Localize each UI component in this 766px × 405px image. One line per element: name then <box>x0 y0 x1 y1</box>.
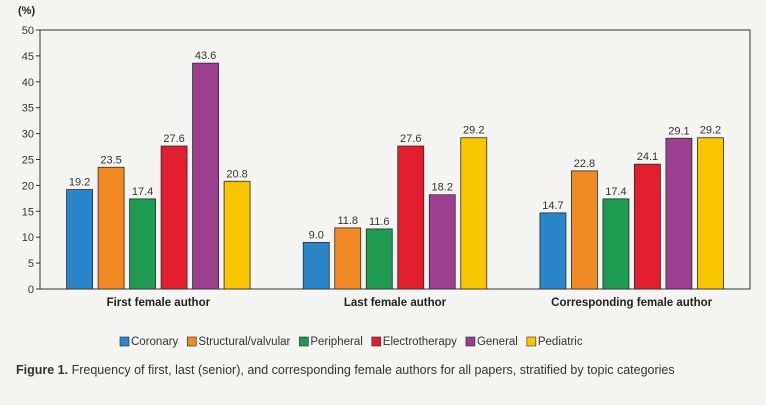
y-tick-label: 35 <box>22 103 34 115</box>
legend-swatch <box>119 336 130 347</box>
legend-label: Electrotherapy <box>383 336 457 348</box>
bar-value-label: 18.2 <box>432 182 453 194</box>
legend-label: Coronary <box>131 336 179 348</box>
bar <box>192 62 219 290</box>
bar-value-label: 20.8 <box>226 168 247 180</box>
legend-label: Structural/valvular <box>198 336 290 348</box>
legend-label: Peripheral <box>310 336 362 348</box>
bar <box>697 137 724 290</box>
legend-swatch <box>299 336 309 347</box>
bar <box>160 145 188 290</box>
bar-value-label: 24.1 <box>637 151 658 163</box>
bar <box>66 189 93 290</box>
legend-swatch <box>187 336 197 347</box>
y-tick-label: 25 <box>22 155 34 167</box>
bar <box>129 198 156 290</box>
y-tick-label: 40 <box>22 77 34 89</box>
y-tick-label: 15 <box>22 206 34 218</box>
y-tick-label: 45 <box>22 51 34 63</box>
bar-value-label: 27.6 <box>400 133 421 145</box>
bar <box>634 163 661 290</box>
bar-value-label: 22.8 <box>574 158 595 170</box>
bar-value-label: 11.6 <box>369 216 390 228</box>
bar <box>665 137 693 290</box>
bar-value-label: 23.5 <box>100 154 121 166</box>
bar <box>223 180 251 290</box>
figure-caption-text: Frequency of first, last (senior), and c… <box>68 363 675 377</box>
bar-value-label: 27.6 <box>163 133 184 145</box>
bar <box>460 137 488 290</box>
bar-value-label: 29.2 <box>463 125 484 137</box>
bars: 19.2 23.5 17.4 27.6 43.6 20.8 9.0 11.8 11.6 27.6 1… <box>66 50 724 290</box>
figure-caption-label: Figure 1. <box>16 363 69 377</box>
legend: Coronary Structural/valvular Peripheral Ele… <box>119 336 583 348</box>
bar <box>428 194 456 290</box>
bar <box>539 212 567 290</box>
y-tick-label: 50 <box>22 25 34 37</box>
legend-label: Pediatric <box>538 336 583 348</box>
bar <box>397 145 425 290</box>
axes: 0 5 10 15 20 25 30 35 40 45 50 <box>22 25 751 296</box>
bar <box>302 241 330 290</box>
y-tick-label: 5 <box>28 258 34 270</box>
bar-value-label: 29.2 <box>700 125 721 137</box>
bar-value-label: 11.8 <box>337 215 358 227</box>
figure-caption: Figure 1. Frequency of first, last (seni… <box>16 362 756 379</box>
category-label: First female author <box>107 297 211 309</box>
legend-swatch <box>371 336 382 347</box>
bar <box>365 228 393 290</box>
legend-label: General <box>477 336 518 348</box>
y-tick-label: 20 <box>22 180 34 192</box>
bar-value-label: 29.1 <box>668 125 689 137</box>
bar-value-label: 17.4 <box>605 186 626 198</box>
legend-swatch <box>465 336 476 347</box>
bar-value-label: 19.2 <box>69 177 90 189</box>
y-axis-unit-label: (%) <box>18 5 35 17</box>
category-labels: First female author Last female author Cor… <box>107 297 713 309</box>
y-tick-label: 30 <box>22 129 34 141</box>
bar-value-label: 17.4 <box>132 186 153 198</box>
bar <box>97 166 125 290</box>
bar-value-label: 14.7 <box>542 200 563 212</box>
legend-swatch <box>526 336 537 347</box>
bar <box>334 227 362 290</box>
category-label: Corresponding female author <box>551 297 713 309</box>
bar <box>571 170 598 290</box>
bar <box>602 198 630 290</box>
y-tick-label: 10 <box>22 232 34 244</box>
bar-value-label: 43.6 <box>195 50 216 62</box>
category-label: Last female author <box>344 297 447 309</box>
y-tick-label: 0 <box>28 284 34 296</box>
bar-value-label: 9.0 <box>309 229 324 241</box>
